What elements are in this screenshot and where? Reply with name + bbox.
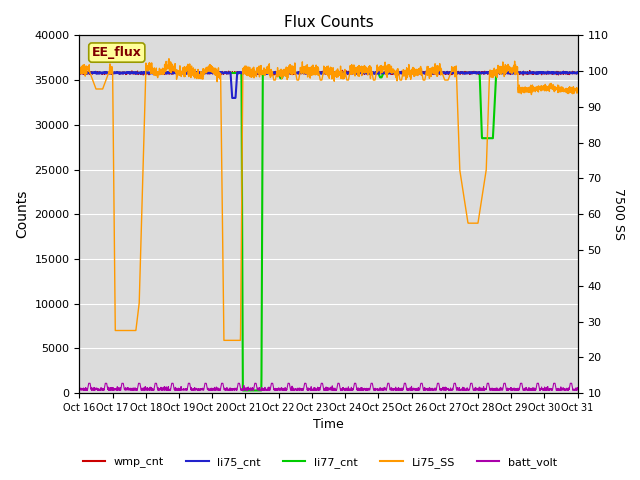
Legend: wmp_cnt, li75_cnt, li77_cnt, Li75_SS, batt_volt: wmp_cnt, li75_cnt, li77_cnt, Li75_SS, ba… bbox=[78, 452, 562, 472]
Title: Flux Counts: Flux Counts bbox=[284, 15, 373, 30]
X-axis label: Time: Time bbox=[313, 419, 344, 432]
Y-axis label: Counts: Counts bbox=[15, 190, 29, 239]
Text: EE_flux: EE_flux bbox=[92, 46, 141, 59]
Y-axis label: 7500 SS: 7500 SS bbox=[612, 188, 625, 240]
